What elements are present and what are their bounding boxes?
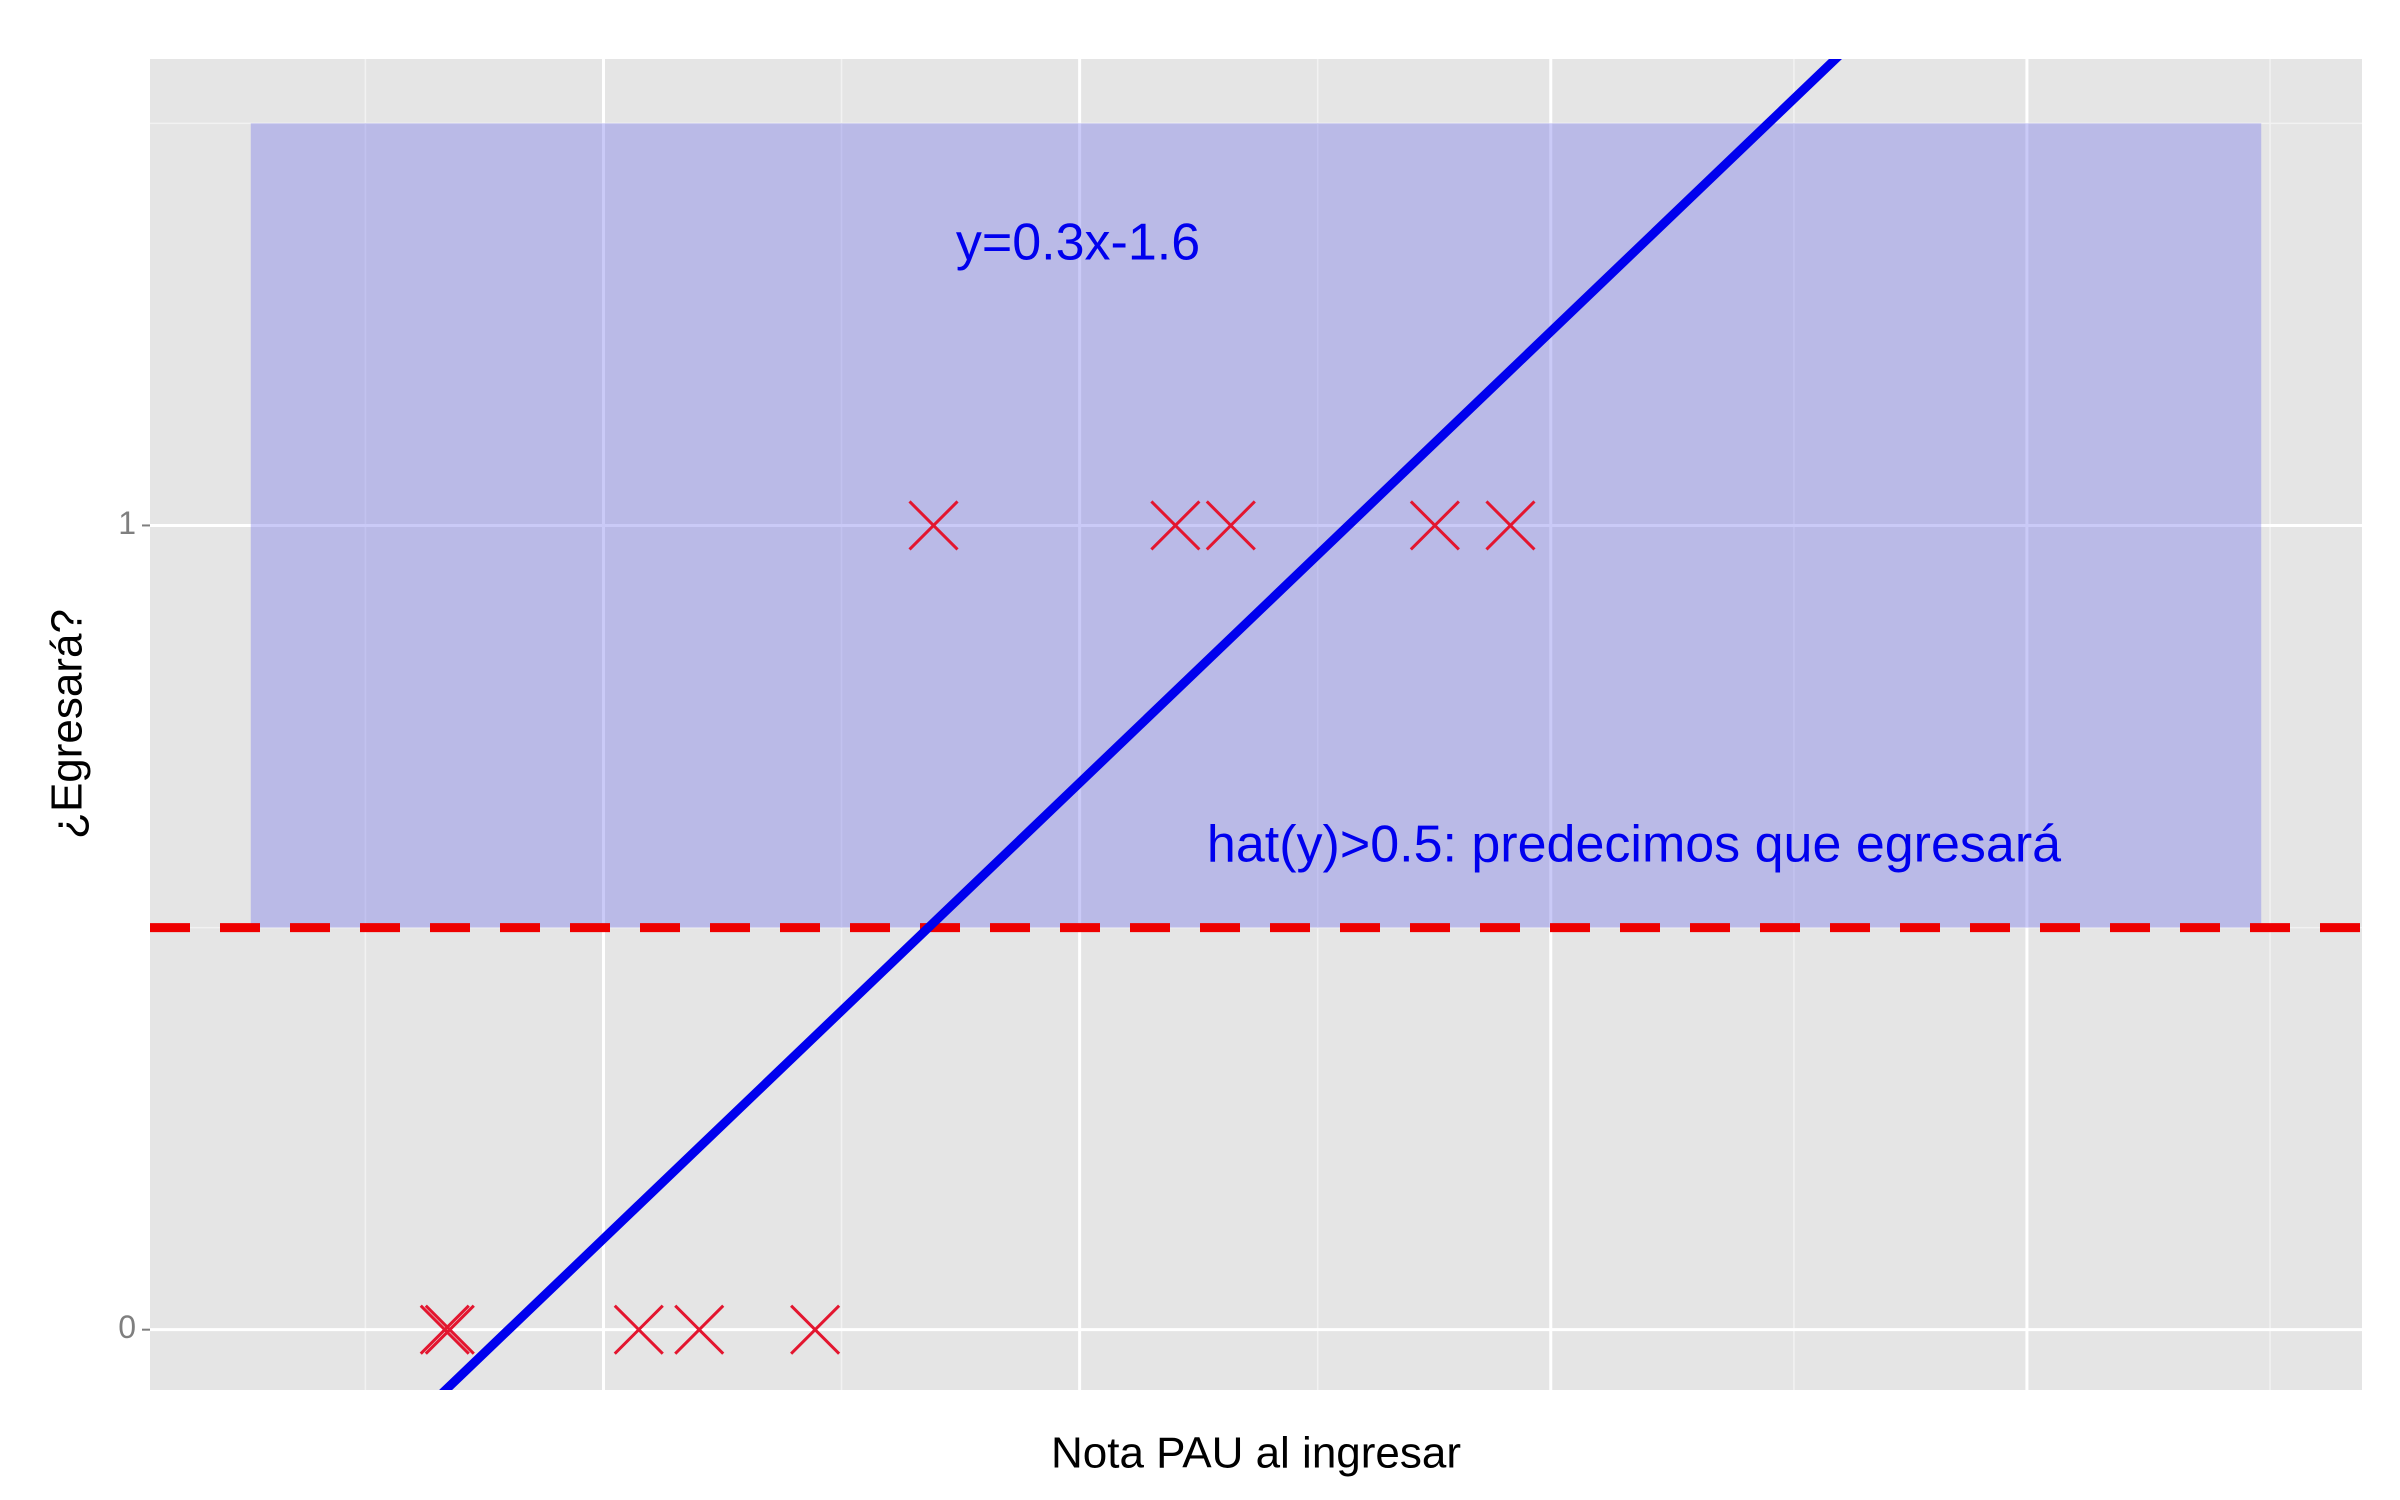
plot-area: [150, 59, 2362, 1390]
data-point: [1150, 500, 1201, 551]
data-point: [613, 1304, 664, 1355]
data-point: [790, 1304, 841, 1355]
x-axis-title: Nota PAU al ingresar: [1051, 1429, 1461, 1478]
panel-background: [150, 59, 2362, 1390]
data-point: [1205, 500, 1256, 551]
fit-line: [439, 59, 1842, 1390]
data-point: [674, 1304, 725, 1355]
annotation: y=0.3x-1.6: [956, 214, 1200, 272]
y-tick-label: 0: [118, 1309, 136, 1345]
data-point: [1485, 500, 1536, 551]
prediction-region: [250, 123, 2262, 928]
data-point: [1409, 500, 1460, 551]
annotation: hat(y)>0.5: predecimos que egresará: [1207, 816, 2061, 874]
y-axis-title: ¿Egresará?: [43, 609, 92, 839]
y-tick-label: 1: [118, 505, 136, 541]
data-point: [908, 500, 959, 551]
data-point: [419, 1304, 470, 1355]
data-point: [424, 1304, 475, 1355]
